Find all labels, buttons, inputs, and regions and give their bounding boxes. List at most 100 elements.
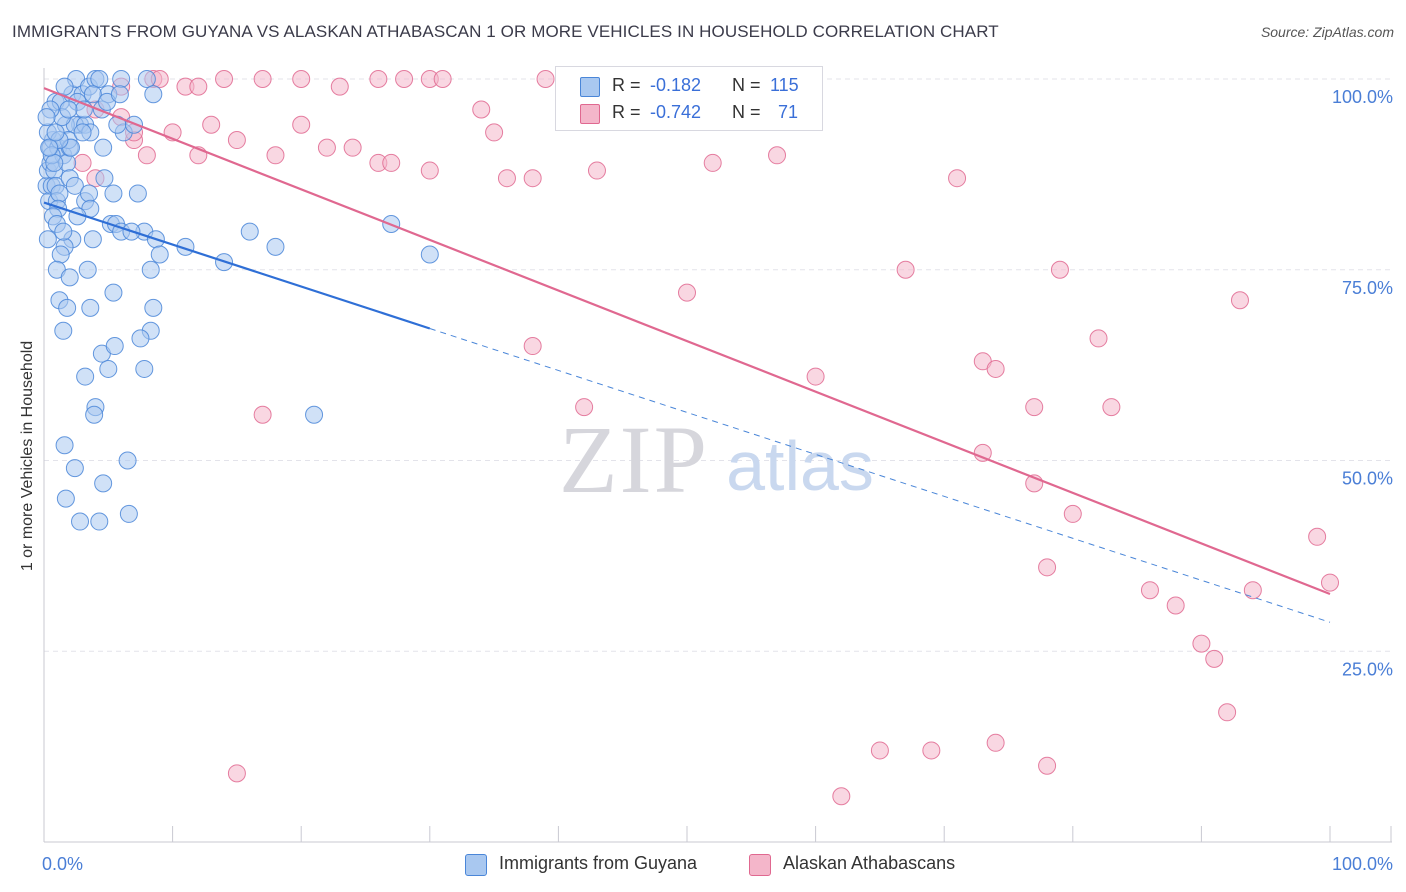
data-point-athabascan — [215, 70, 234, 88]
data-point-athabascan — [73, 153, 92, 172]
data-point-athabascan — [253, 70, 272, 88]
legend-row-guyana: R = -0.182 N = 115 — [556, 73, 822, 101]
data-point-athabascan — [703, 153, 722, 172]
data-point-athabascan — [1089, 329, 1108, 348]
data-point-athabascan — [1025, 398, 1044, 417]
data-point-guyana — [37, 108, 56, 127]
legend-swatch-pink — [749, 854, 771, 876]
legend-r-value: -0.742 — [650, 102, 702, 122]
data-point-athabascan — [227, 131, 246, 150]
data-point-guyana — [59, 100, 78, 119]
data-point-athabascan — [1050, 260, 1069, 279]
y-tick-label: 75.0% — [1342, 278, 1393, 298]
data-point-guyana — [118, 451, 137, 470]
data-point-guyana — [105, 337, 124, 356]
data-point-athabascan — [1205, 649, 1224, 668]
legend-label-athabascan: Alaskan Athabascans — [783, 853, 956, 873]
watermark: ZIP atlas — [559, 406, 874, 513]
data-point-guyana — [73, 123, 92, 142]
data-point-guyana — [46, 123, 65, 142]
data-point-athabascan — [768, 146, 787, 165]
data-point-guyana — [83, 230, 102, 249]
data-point-guyana — [94, 138, 113, 157]
data-point-guyana — [128, 184, 147, 203]
data-point-guyana — [38, 230, 57, 249]
data-point-athabascan — [986, 733, 1005, 752]
legend-label-guyana: Immigrants from Guyana — [499, 853, 698, 873]
y-tick-label: 100.0% — [1332, 87, 1393, 107]
data-point-guyana — [54, 321, 73, 340]
data-point-guyana — [266, 237, 285, 256]
data-point-guyana — [54, 222, 73, 241]
legend-n-label: N = — [732, 75, 761, 95]
x-tick-label: 0.0% — [42, 854, 83, 874]
data-point-athabascan — [189, 77, 208, 96]
y-tick-labels: 25.0% 50.0% 75.0% 100.0% — [1332, 87, 1393, 679]
data-point-guyana — [112, 70, 131, 88]
data-point-guyana — [135, 359, 154, 378]
data-point-guyana — [40, 138, 59, 157]
data-point-guyana — [420, 245, 439, 264]
data-point-athabascan — [1140, 581, 1159, 600]
data-point-athabascan — [896, 260, 915, 279]
trend-line-guyana — [43, 201, 431, 330]
data-point-athabascan — [973, 443, 992, 462]
legend-n-value: 71 — [778, 102, 799, 122]
data-point-guyana — [144, 85, 163, 104]
data-point-athabascan — [317, 138, 336, 157]
data-point-guyana — [76, 367, 95, 386]
data-point-guyana — [144, 298, 163, 317]
data-point-athabascan — [870, 741, 889, 760]
data-point-athabascan — [485, 123, 504, 142]
data-point-athabascan — [369, 70, 388, 88]
data-point-athabascan — [227, 764, 246, 783]
data-point-athabascan — [253, 405, 272, 424]
legend-swatch-blue — [580, 77, 600, 97]
data-point-guyana — [50, 184, 69, 203]
data-point-athabascan — [575, 398, 594, 417]
series-legend: Immigrants from Guyana Alaskan Athabasca… — [0, 852, 1406, 876]
data-point-athabascan — [395, 70, 414, 88]
data-point-athabascan — [832, 787, 851, 806]
data-point-athabascan — [1321, 573, 1339, 592]
x-tick-labels: 0.0% 100.0% — [42, 854, 1393, 874]
y-tick-label: 25.0% — [1342, 659, 1393, 679]
axes — [43, 68, 1392, 843]
data-point-athabascan — [523, 337, 542, 356]
trend-line-guyana-extrapolated — [429, 328, 1331, 623]
data-point-athabascan — [433, 70, 452, 88]
data-point-athabascan — [678, 283, 696, 302]
data-point-guyana — [104, 184, 123, 203]
data-point-athabascan — [1038, 756, 1057, 775]
data-point-guyana — [131, 329, 150, 348]
series-guyana-points — [37, 70, 439, 531]
data-point-athabascan — [587, 161, 606, 180]
data-point-guyana — [71, 512, 90, 531]
data-point-guyana — [137, 70, 156, 88]
data-point-athabascan — [1063, 504, 1082, 523]
data-point-guyana — [55, 436, 74, 455]
data-point-guyana — [95, 169, 114, 188]
watermark-atlas: atlas — [726, 427, 874, 505]
data-point-athabascan — [330, 77, 349, 96]
data-point-guyana — [65, 459, 84, 478]
data-point-athabascan — [292, 115, 311, 134]
data-point-guyana — [51, 245, 70, 264]
data-point-athabascan — [472, 100, 491, 119]
data-point-guyana — [305, 405, 324, 424]
data-point-athabascan — [202, 115, 221, 134]
data-point-athabascan — [1166, 596, 1185, 615]
data-point-athabascan — [1038, 558, 1057, 577]
data-point-guyana — [85, 405, 104, 424]
data-point-guyana — [119, 504, 138, 523]
data-point-guyana — [80, 184, 99, 203]
data-point-athabascan — [292, 70, 311, 88]
data-point-athabascan — [137, 146, 156, 165]
data-point-athabascan — [806, 367, 825, 386]
data-point-guyana — [83, 85, 102, 104]
y-tick-label: 50.0% — [1342, 469, 1393, 489]
legend-row-athabascan: R = -0.742 N = 71 — [556, 100, 822, 128]
data-point-guyana — [60, 268, 79, 287]
data-point-guyana — [240, 222, 259, 241]
legend-r-value: -0.182 — [650, 75, 702, 95]
